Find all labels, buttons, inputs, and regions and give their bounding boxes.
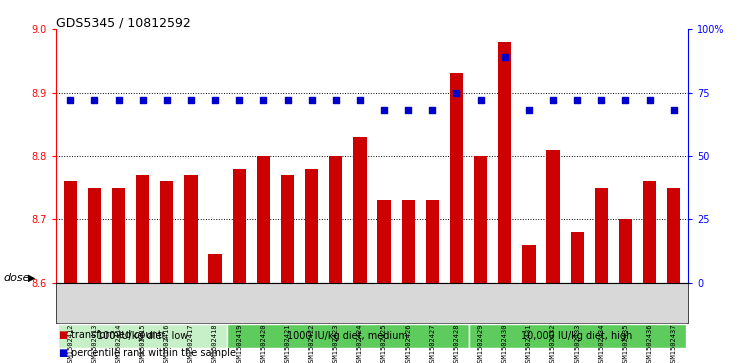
Bar: [522, 245, 536, 283]
Text: GSM1502436: GSM1502436: [647, 323, 652, 363]
Bar: [88, 188, 101, 283]
Text: GSM1502419: GSM1502419: [237, 323, 243, 363]
Text: GSM1502434: GSM1502434: [598, 323, 604, 363]
Text: GSM1502414: GSM1502414: [115, 323, 121, 363]
Point: [209, 97, 221, 103]
Point: [475, 97, 487, 103]
Point: [547, 97, 559, 103]
Text: percentile rank within the sample: percentile rank within the sample: [71, 348, 237, 358]
Bar: [112, 188, 125, 283]
Bar: [402, 200, 415, 283]
Text: GSM1502429: GSM1502429: [478, 323, 484, 363]
Point: [281, 97, 293, 103]
Point: [403, 107, 414, 113]
Text: GSM1502431: GSM1502431: [526, 323, 532, 363]
Text: GSM1502427: GSM1502427: [429, 323, 435, 363]
Point: [595, 97, 607, 103]
Text: GSM1502424: GSM1502424: [357, 323, 363, 363]
Point: [523, 107, 535, 113]
Point: [89, 97, 100, 103]
Bar: [160, 182, 173, 283]
Point: [354, 97, 366, 103]
Bar: [58, 325, 227, 348]
Bar: [64, 182, 77, 283]
Bar: [619, 219, 632, 283]
Bar: [208, 254, 222, 283]
Point: [644, 97, 655, 103]
Text: GSM1502430: GSM1502430: [501, 323, 507, 363]
Bar: [450, 73, 463, 283]
Point: [137, 97, 149, 103]
Bar: [185, 175, 198, 283]
Text: GSM1502426: GSM1502426: [405, 323, 411, 363]
Text: GDS5345 / 10812592: GDS5345 / 10812592: [56, 16, 190, 29]
Point: [161, 97, 173, 103]
Text: 1000 IU/kg diet, medium: 1000 IU/kg diet, medium: [287, 331, 408, 341]
Text: GSM1502435: GSM1502435: [623, 323, 629, 363]
Bar: [227, 325, 469, 348]
Bar: [474, 156, 487, 283]
Text: GSM1502422: GSM1502422: [309, 323, 315, 363]
Bar: [305, 169, 318, 283]
Bar: [546, 150, 559, 283]
Point: [234, 97, 246, 103]
Point: [620, 97, 632, 103]
Text: ▶: ▶: [28, 273, 36, 283]
Text: GSM1502420: GSM1502420: [260, 323, 266, 363]
Bar: [56, 283, 688, 323]
Point: [498, 54, 510, 60]
Point: [426, 107, 438, 113]
Text: GSM1502412: GSM1502412: [67, 323, 73, 363]
Text: GSM1502421: GSM1502421: [284, 323, 290, 363]
Bar: [667, 188, 680, 283]
Bar: [498, 42, 511, 283]
Bar: [257, 156, 270, 283]
Bar: [377, 200, 391, 283]
Text: GSM1502428: GSM1502428: [454, 323, 460, 363]
Point: [451, 90, 463, 95]
Text: 10,000 IU/kg diet, high: 10,000 IU/kg diet, high: [522, 331, 633, 341]
Bar: [571, 232, 584, 283]
Point: [306, 97, 318, 103]
Bar: [353, 137, 367, 283]
Point: [185, 97, 197, 103]
Text: GSM1502433: GSM1502433: [574, 323, 580, 363]
Text: transformed count: transformed count: [71, 330, 162, 340]
Text: GSM1502416: GSM1502416: [164, 323, 170, 363]
Bar: [329, 156, 342, 283]
Text: GSM1502417: GSM1502417: [188, 323, 194, 363]
Text: dose: dose: [4, 273, 31, 283]
Point: [64, 97, 76, 103]
Text: ■: ■: [58, 330, 67, 340]
Point: [378, 107, 390, 113]
Text: GSM1502425: GSM1502425: [381, 323, 387, 363]
Point: [257, 97, 269, 103]
Point: [668, 107, 680, 113]
Text: GSM1502437: GSM1502437: [671, 323, 677, 363]
Bar: [136, 175, 150, 283]
Text: 100 IU/kg diet, low: 100 IU/kg diet, low: [97, 331, 188, 341]
Point: [330, 97, 341, 103]
Text: GSM1502432: GSM1502432: [550, 323, 556, 363]
Text: ■: ■: [58, 348, 67, 358]
Bar: [233, 169, 246, 283]
Text: GSM1502413: GSM1502413: [92, 323, 97, 363]
Point: [112, 97, 124, 103]
Bar: [469, 325, 686, 348]
Bar: [643, 182, 656, 283]
Text: GSM1502423: GSM1502423: [333, 323, 339, 363]
Bar: [281, 175, 294, 283]
Bar: [426, 200, 439, 283]
Bar: [594, 188, 608, 283]
Text: GSM1502415: GSM1502415: [140, 323, 146, 363]
Text: GSM1502418: GSM1502418: [212, 323, 218, 363]
Point: [571, 97, 583, 103]
